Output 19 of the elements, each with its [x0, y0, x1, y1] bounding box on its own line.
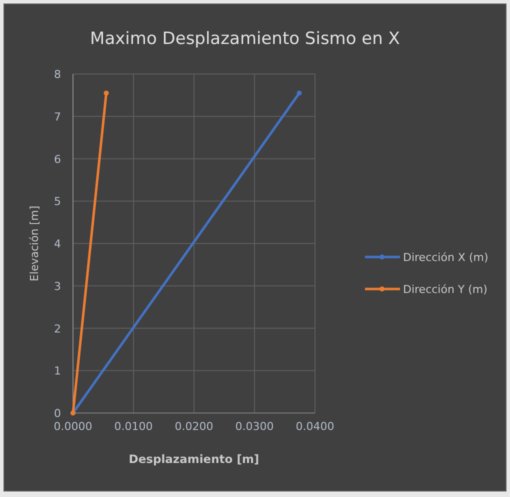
y-tick-label: 0 [54, 407, 61, 420]
y-tick-label: 5 [54, 195, 61, 208]
y-tick-label: 6 [54, 152, 61, 166]
legend-label: Dirección Y (m) [403, 283, 488, 296]
y-axis-title: Elevación [m] [28, 206, 41, 282]
y-tick-label: 7 [54, 110, 61, 124]
x-tick-label: 0.0000 [54, 420, 92, 433]
y-tick-label: 4 [54, 238, 61, 250]
x-axis-title: Desplazamiento [m] [128, 452, 260, 466]
chart-title: Maximo Desplazamiento Sismo en X [90, 29, 400, 49]
y-tick-label: 2 [54, 322, 61, 336]
x-tick-label: 0.0400 [296, 420, 334, 433]
y-tick-label: 1 [54, 364, 61, 378]
x-tick-label: 0.0300 [235, 420, 274, 433]
x-tick-label: 0.0100 [114, 420, 153, 433]
x-tick-label: 0.0200 [174, 420, 214, 433]
legend-label: Dirección X (m) [403, 251, 488, 264]
y-tick-label: 3 [54, 280, 61, 293]
y-tick-label: 8 [54, 68, 61, 81]
